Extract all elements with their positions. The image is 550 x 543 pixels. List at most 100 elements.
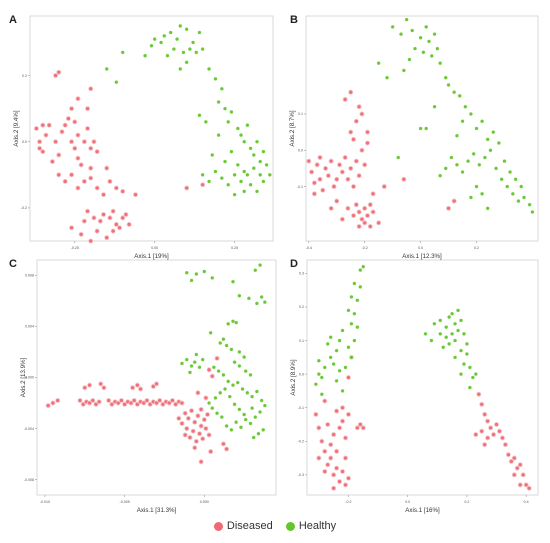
point-b-healthy-31	[466, 159, 471, 164]
point-a-healthy-20	[213, 76, 218, 81]
point-b-healthy-56	[424, 126, 429, 131]
point-c-diseased-64	[195, 390, 201, 396]
point-a-healthy-52	[261, 179, 266, 184]
point-a-diseased-7	[53, 139, 59, 145]
point-a-healthy-34	[261, 149, 266, 154]
point-b-healthy-14	[438, 61, 443, 66]
point-a-diseased-52	[69, 225, 75, 231]
point-b-healthy-54	[384, 75, 390, 80]
point-d-healthy-27	[328, 335, 333, 340]
point-a-diseased-1	[37, 139, 43, 145]
point-c-healthy-29	[192, 360, 197, 365]
point-a-diseased-18	[69, 139, 75, 145]
point-b-healthy-44	[519, 184, 524, 189]
point-d-diseased-39	[493, 421, 500, 428]
point-d-healthy-22	[319, 392, 324, 397]
y-tick-label-d-2: -0.1	[298, 406, 304, 410]
point-b-healthy-0	[390, 24, 395, 29]
point-d-healthy-34	[452, 321, 458, 326]
point-c-healthy-8	[237, 293, 242, 298]
point-b-diseased-6	[323, 165, 329, 171]
point-b-diseased-17	[348, 165, 354, 171]
point-a-healthy-48	[235, 162, 240, 167]
point-c-healthy-20	[237, 349, 242, 355]
y-tick-label-d-5: 0.2	[299, 305, 304, 309]
point-b-diseased-20	[356, 173, 362, 179]
point-c-healthy-53	[224, 423, 229, 429]
point-d-healthy-11	[352, 338, 357, 343]
point-b-diseased-8	[328, 158, 334, 164]
point-a-diseased-6	[40, 122, 46, 128]
point-d-healthy-54	[423, 331, 428, 336]
point-a-diseased-60	[132, 192, 139, 198]
point-a-healthy-53	[267, 172, 272, 177]
point-d-healthy-12	[346, 345, 351, 350]
point-a-healthy-39	[238, 179, 244, 184]
point-d-diseased-9	[334, 465, 340, 471]
point-d-diseased-45	[511, 455, 517, 461]
point-a-healthy-26	[235, 126, 240, 131]
point-a-diseased-50	[126, 221, 132, 228]
point-a-diseased-46	[110, 208, 116, 214]
point-d-diseased-35	[485, 418, 491, 424]
point-d-healthy-25	[343, 365, 348, 370]
point-d-healthy-55	[429, 338, 434, 343]
point-d-diseased-25	[331, 485, 337, 491]
point-c-diseased-12	[98, 381, 104, 387]
point-a-diseased-36	[100, 192, 107, 198]
x-tick-label-a-0: -0.25	[71, 246, 79, 250]
point-a-diseased-5	[46, 122, 52, 128]
point-b-healthy-1	[398, 32, 404, 37]
point-c-healthy-50	[238, 425, 244, 430]
point-a-healthy-25	[229, 109, 234, 115]
point-c-healthy-12	[262, 300, 267, 305]
point-c-diseased-38	[130, 385, 136, 391]
point-a-healthy-57	[197, 113, 202, 118]
point-b-healthy-38	[499, 177, 504, 182]
point-a-diseased-27	[94, 149, 100, 155]
point-a-healthy-28	[245, 123, 250, 128]
point-c-healthy-28	[189, 363, 194, 369]
point-c-healthy-57	[206, 400, 212, 406]
point-b-healthy-43	[527, 202, 532, 207]
x-tick-label-c-2: 0.000	[200, 500, 209, 504]
point-c-healthy-13	[226, 321, 231, 326]
point-c-diseased-14	[106, 397, 112, 404]
point-c-healthy-49	[243, 417, 248, 422]
point-c-healthy-63	[237, 407, 242, 412]
point-d-diseased-37	[491, 432, 497, 438]
point-d-healthy-19	[319, 375, 324, 380]
x-tick-label-a-1: 0.00	[151, 246, 158, 250]
point-c-diseased-27	[147, 401, 153, 407]
point-b-healthy-27	[488, 148, 493, 153]
point-c-diseased-40	[138, 386, 144, 392]
point-c-healthy-11	[259, 294, 264, 300]
point-d-diseased-49	[520, 472, 526, 478]
point-c-diseased-30	[157, 397, 163, 404]
point-d-diseased-32	[476, 391, 482, 397]
point-a-healthy-17	[178, 66, 183, 72]
legend-swatch-diseased	[213, 521, 223, 531]
point-b-healthy-30	[471, 151, 476, 157]
point-d-diseased-38	[485, 435, 491, 441]
point-a-diseased-12	[53, 73, 59, 79]
point-b-diseased-7	[325, 173, 331, 179]
point-a-diseased-3	[43, 132, 49, 138]
point-a-diseased-35	[94, 185, 100, 191]
point-a-healthy-19	[206, 66, 212, 72]
point-d-healthy-9	[355, 325, 360, 330]
point-d-healthy-10	[340, 328, 345, 333]
point-d-diseased-19	[339, 405, 346, 411]
point-b-diseased-48	[370, 191, 376, 197]
point-d-diseased-24	[345, 475, 352, 481]
point-b-healthy-3	[410, 28, 415, 33]
point-c-healthy-23	[237, 363, 242, 369]
point-a-diseased-45	[107, 215, 113, 221]
point-a-diseased-34	[104, 165, 110, 171]
point-d-healthy-23	[334, 378, 339, 383]
point-a-healthy-22	[216, 99, 221, 105]
point-a-diseased-63	[184, 185, 190, 191]
point-c-healthy-22	[232, 360, 237, 365]
point-a-healthy-37	[251, 166, 256, 171]
point-a-diseased-10	[62, 122, 68, 128]
